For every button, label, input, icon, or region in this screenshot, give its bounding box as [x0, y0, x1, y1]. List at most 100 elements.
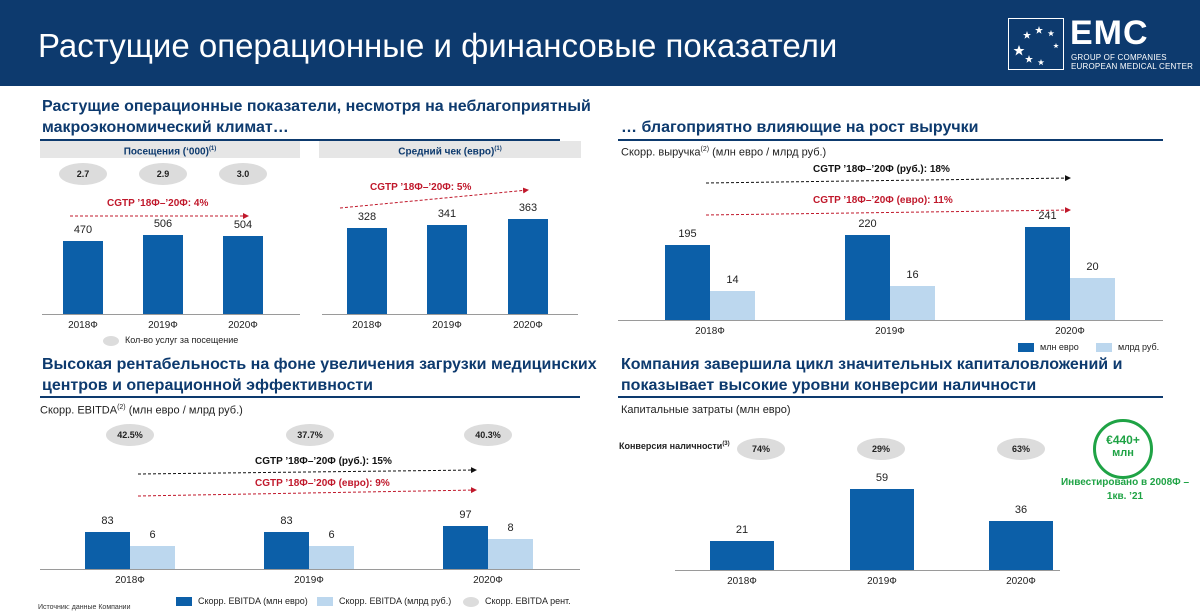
revenue-baseline	[618, 320, 1163, 321]
logo-subtitle-2: EUROPEAN MEDICAL CENTER	[1071, 62, 1194, 71]
ebitda-cagr-eur: CGTP ’18Ф–’20Ф (евро): 9%	[255, 478, 390, 489]
investment-amount: €440+	[1106, 433, 1140, 447]
revenue-legend-eur: млн евро	[1018, 342, 1079, 353]
ebitda-legend-rub: Скорр. EBITDA (млрд руб.)	[317, 596, 451, 607]
avg-check-chart-title-sup: (1)	[494, 146, 502, 152]
ebitda-value-label-s0-1: 83	[280, 514, 293, 527]
section-title-ebitda: Высокая рентабельность на фоне увеличени…	[42, 356, 597, 394]
revenue-bar-s0-2	[1025, 227, 1070, 320]
visits-chart-header: Посещения (‘000)(1)	[40, 141, 300, 158]
revenue-chart-units: (млн евро / млрд руб.)	[709, 146, 827, 159]
avg-check-value-label-s0-2: 363	[518, 201, 538, 214]
visits-services-2019: 2.9	[139, 163, 187, 185]
visits-services-2020: 3.0	[219, 163, 267, 185]
revenue-legend-rub-label: млрд руб.	[1118, 342, 1160, 352]
visits-x-label-0: 2018Ф	[68, 320, 98, 331]
ebitda-margin-2018: 42.5%	[106, 424, 154, 446]
visits-baseline	[42, 314, 300, 315]
cash-conversion-sup: (3)	[722, 441, 730, 447]
section-title-operating: Растущие операционные показатели, несмот…	[42, 98, 591, 136]
ebitda-legend-eur: Скорр. EBITDA (млн евро)	[176, 596, 308, 607]
cash-conversion-label-text: Конверсия наличности	[619, 441, 723, 451]
section-rule-ebitda	[40, 396, 580, 398]
revenue-eur-arrow	[705, 207, 1071, 216]
revenue-bar-s0-0	[665, 245, 710, 320]
revenue-legend-eur-label: млн евро	[1040, 342, 1079, 352]
ebitda-x-label-2: 2020Ф	[473, 575, 503, 586]
visits-bar-s0-1	[143, 235, 183, 314]
visits-bar-s0-0	[63, 241, 103, 314]
revenue-chart-caption: Скорр. выручка(2) (млн евро / млрд руб.)	[621, 146, 826, 159]
ebitda-chart-title-sup: (2)	[117, 404, 126, 411]
avg-check-cagr: CGTP ’18Ф–’20Ф: 5%	[370, 182, 472, 193]
section-title-capex: Компания завершила цикл значительных кап…	[621, 356, 1123, 394]
avg-check-x-label-2: 2020Ф	[513, 320, 543, 331]
revenue-bar-s1-0	[710, 290, 755, 320]
capex-x-label-2: 2020Ф	[1006, 576, 1036, 587]
revenue-rub-arrow	[705, 175, 1071, 184]
visits-services-2018: 2.7	[59, 163, 107, 185]
capex-x-label-0: 2018Ф	[727, 576, 757, 587]
section-rule-revenue	[618, 139, 1163, 141]
capex-chart-caption: Капитальные затраты (млн евро)	[621, 404, 791, 416]
cash-conversion-2018: 74%	[737, 438, 785, 460]
ebitda-value-label-s0-0: 83	[101, 514, 114, 527]
legend-light-swatch-icon	[1096, 343, 1112, 353]
cash-conversion-2020: 63%	[997, 438, 1045, 460]
ebitda-margin-2020: 40.3%	[464, 424, 512, 446]
avg-check-value-label-s0-0: 328	[357, 210, 377, 223]
ebitda-rub-arrow	[137, 467, 477, 475]
revenue-bar-s1-1	[890, 286, 935, 320]
visits-x-label-2: 2020Ф	[228, 320, 258, 331]
ebitda-chart-caption: Скорр. EBITDA(2) (млн евро / млрд руб.)	[40, 404, 243, 417]
revenue-value-label-s1-2: 20	[1086, 261, 1099, 273]
avg-check-value-label-s0-1: 341	[437, 207, 457, 220]
legend-grey-ellipse-icon	[463, 596, 479, 607]
avg-check-x-label-1: 2019Ф	[432, 320, 462, 331]
revenue-value-label-s1-0: 14	[726, 273, 739, 286]
ebitda-bar-s1-2	[488, 538, 533, 569]
avg-check-x-label-0: 2018Ф	[352, 320, 382, 331]
ebitda-chart-units: (млн евро / млрд руб.)	[125, 404, 243, 417]
section-rule-operating	[40, 139, 560, 141]
ebitda-value-label-s1-0: 6	[149, 529, 156, 542]
logo-text: EMC	[1070, 14, 1149, 52]
legend-dark-swatch-icon	[1018, 343, 1034, 353]
investment-unit: млн	[1112, 447, 1134, 459]
legend-grey-ellipse-icon	[103, 335, 119, 346]
capex-value-label-s0-2: 36	[1014, 503, 1028, 516]
revenue-bar-s0-1	[845, 235, 890, 320]
ebitda-bar-s1-0	[130, 546, 175, 569]
capex-bar-s0-2	[989, 520, 1053, 570]
capex-baseline	[675, 570, 1060, 571]
visits-value-label-s0-1: 506	[153, 218, 173, 231]
source-note: Источник: данные Компании	[38, 604, 131, 611]
ebitda-value-label-s1-1: 6	[328, 529, 335, 542]
revenue-value-label-s0-2: 241	[1038, 210, 1057, 223]
revenue-chart-title-sup: (2)	[700, 146, 710, 153]
visits-chart-title-sup: (1)	[208, 146, 217, 152]
ebitda-legend-eur-label: Скорр. EBITDA (млн евро)	[198, 596, 308, 606]
avg-check-bar-s0-0	[347, 227, 387, 314]
avg-check-chart-title: Средний чек (евро)	[398, 146, 495, 158]
cash-conversion-label: Конверсия наличности(3)	[619, 438, 730, 452]
revenue-value-label-s1-1: 16	[906, 269, 919, 282]
ebitda-bar-s0-2	[443, 525, 488, 569]
revenue-x-label-2: 2020Ф	[1055, 326, 1085, 337]
revenue-bar-s1-2	[1070, 278, 1115, 320]
ebitda-value-label-s1-2: 8	[507, 521, 514, 534]
revenue-chart-title: Скорр. выручка	[621, 146, 701, 159]
ebitda-bar-s1-1	[309, 546, 354, 569]
ebitda-eur-arrow	[137, 487, 477, 497]
ebitda-margin-2019: 37.7%	[286, 424, 334, 446]
revenue-legend-rub: млрд руб.	[1096, 342, 1160, 353]
avg-check-bar-s0-1	[427, 224, 467, 314]
visits-legend: Кол-во услуг за посещение	[103, 335, 238, 346]
ebitda-baseline	[40, 569, 580, 570]
capex-bar-s0-0	[710, 541, 774, 570]
capex-value-label-s0-0: 21	[735, 524, 749, 537]
section-rule-capex	[618, 396, 1163, 398]
header-bar: Растущие операционные и финансовые показ…	[0, 0, 1200, 86]
revenue-cagr-rub: CGTP ’18Ф–’20Ф (руб.): 18%	[813, 164, 950, 175]
